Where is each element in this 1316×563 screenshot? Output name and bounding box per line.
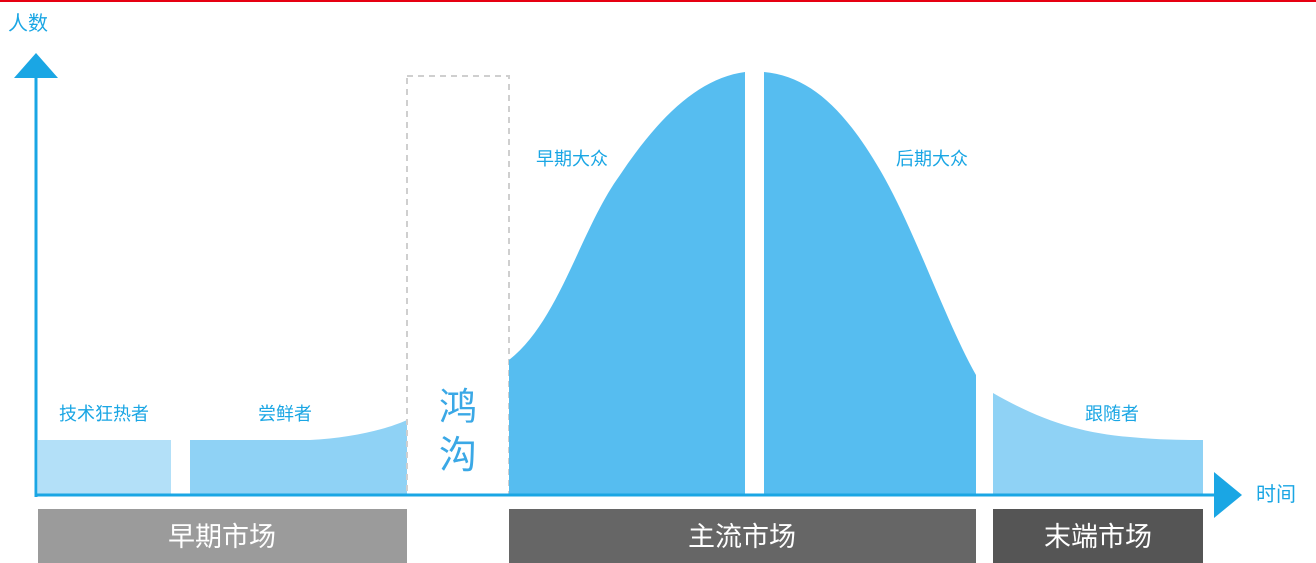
mainstream-market-bar <box>509 509 976 563</box>
y-axis-label: 人数 <box>8 11 48 35</box>
laggards-area <box>993 393 1203 495</box>
late-majority-label: 后期大众 <box>896 149 968 170</box>
chasm-label-line1: 鸿 <box>439 385 477 429</box>
chasm-label-line2: 沟 <box>439 433 477 477</box>
top-red-border <box>0 0 1316 2</box>
early-market-label: 早期市场 <box>168 522 276 553</box>
x-axis-label: 时间 <box>1256 482 1296 506</box>
late-market-bar <box>993 509 1203 563</box>
late-market-label: 末端市场 <box>1044 522 1152 553</box>
laggards-label: 跟随者 <box>1085 404 1139 425</box>
early-market-bar <box>38 509 407 563</box>
late-majority-area <box>764 72 976 495</box>
early-majority-label: 早期大众 <box>536 149 608 170</box>
innovators-label: 技术狂热者 <box>59 404 149 425</box>
innovators-area <box>38 440 171 495</box>
early-adopters-area <box>190 420 407 495</box>
x-axis-arrow-icon <box>1214 472 1242 518</box>
y-axis-arrow-icon <box>14 53 58 78</box>
early-adopters-label: 尝鲜者 <box>258 404 312 425</box>
early-majority-area <box>509 72 745 495</box>
mainstream-market-label: 主流市场 <box>688 522 796 553</box>
